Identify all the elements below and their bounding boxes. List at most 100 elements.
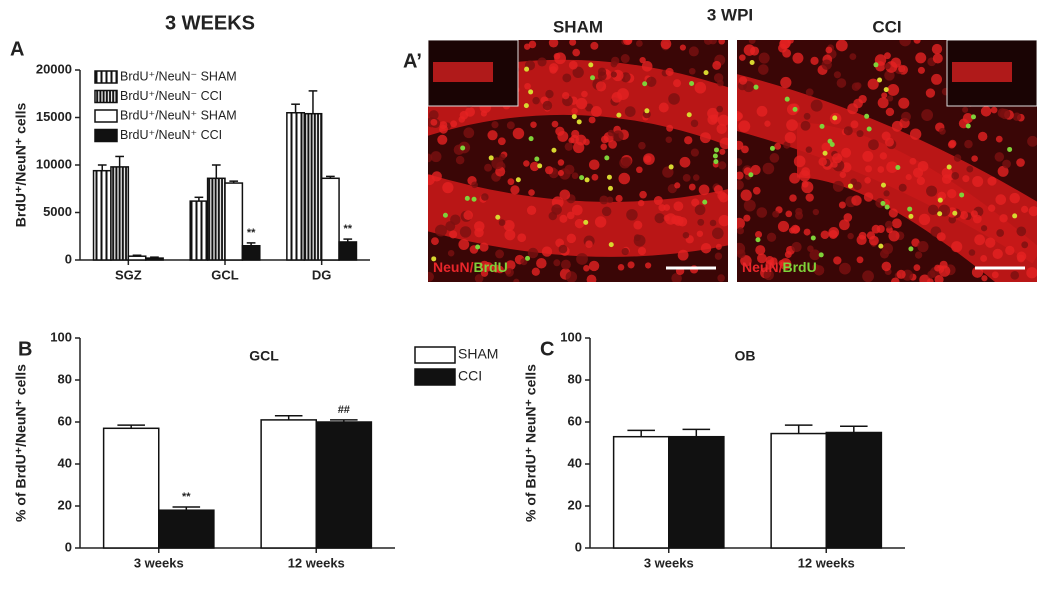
cell: [658, 102, 669, 113]
bar: [260, 419, 317, 549]
bar: [286, 112, 306, 261]
cell: [833, 71, 841, 79]
cell: [898, 183, 907, 192]
cell: [717, 114, 728, 127]
cell: [430, 151, 442, 163]
cell: [568, 60, 578, 70]
cell: [850, 120, 859, 129]
bar: [303, 112, 323, 261]
brdu-cell: [832, 115, 838, 121]
cell: [560, 259, 571, 270]
cell: [716, 123, 727, 135]
cell: [818, 157, 827, 167]
cell: [541, 246, 553, 257]
cell: [617, 88, 629, 101]
cell: [762, 162, 775, 175]
cell: [690, 148, 699, 157]
brdu-cell: [686, 112, 692, 118]
legend-label: BrdU⁺/NeuN⁺ SHAM: [120, 108, 237, 122]
brdu-cell: [431, 256, 437, 262]
brdu-cell: [753, 84, 759, 90]
cell: [980, 255, 988, 262]
legend-swatch: [94, 109, 118, 123]
cell: [626, 209, 638, 221]
cell: [581, 90, 588, 98]
brdu-cell: [946, 164, 952, 170]
cell: [712, 60, 722, 70]
cell: [856, 130, 864, 138]
cell: [542, 100, 553, 111]
brdu-cell: [907, 206, 913, 212]
cell: [1021, 205, 1029, 213]
error-bar: [97, 164, 107, 171]
cell: [1027, 135, 1037, 147]
error-bar: [330, 419, 358, 422]
brdu-cell: [880, 182, 886, 188]
cell: [714, 252, 723, 260]
bar: [241, 245, 261, 261]
cell: [885, 107, 895, 117]
cell: [966, 165, 974, 173]
cell: [980, 225, 988, 232]
brdu-cell: [895, 165, 901, 171]
cell: [748, 40, 756, 45]
cell: [523, 160, 530, 167]
brdu-cell: [864, 113, 870, 119]
cell: [572, 48, 581, 57]
cell: [934, 274, 944, 282]
cell: [909, 128, 922, 140]
cell: [549, 66, 558, 74]
cell: [715, 243, 722, 250]
brdu-cell: [713, 159, 719, 165]
cell: [497, 137, 506, 146]
cell: [737, 242, 746, 255]
cell: [805, 88, 814, 97]
legend-label: BrdU⁺/NeuN⁻ CCI: [120, 89, 222, 103]
x-tick-label: DG: [312, 267, 332, 282]
error-bar: [115, 155, 124, 167]
cell: [691, 198, 700, 207]
cell: [532, 96, 540, 105]
cell: [601, 206, 612, 217]
cell: [719, 137, 728, 150]
cell: [905, 174, 912, 181]
cell: [764, 120, 771, 127]
cell: [450, 120, 458, 128]
cell: [548, 211, 558, 221]
cell: [718, 40, 725, 45]
cell: [495, 249, 505, 259]
cell: [917, 241, 929, 253]
brdu-cell: [584, 177, 590, 183]
cell: [588, 260, 600, 272]
bar: [127, 255, 147, 261]
y-axis-label: % of BrdU⁺/NeuN⁺ cells: [13, 364, 29, 522]
cell: [559, 189, 571, 201]
cell: [622, 156, 632, 167]
cell: [777, 220, 790, 233]
cell: [828, 226, 840, 238]
cell: [566, 211, 575, 220]
chart-title: OB: [735, 348, 756, 364]
brdu-cell: [571, 114, 577, 120]
legend-swatch: [94, 128, 118, 143]
bar: [320, 177, 340, 261]
cell: [1002, 159, 1011, 169]
cell: [968, 249, 976, 256]
cell: [639, 56, 646, 64]
cell: [947, 188, 957, 199]
cell: [449, 230, 458, 239]
cell: [607, 129, 615, 137]
cell: [471, 181, 478, 189]
cell: [463, 127, 475, 139]
cell: [881, 92, 888, 99]
cell: [766, 232, 777, 242]
cell: [916, 176, 926, 186]
brdu-cell: [713, 147, 719, 153]
cell: [918, 213, 931, 226]
error-bar: [274, 414, 303, 420]
cell: [805, 193, 814, 202]
cell: [431, 237, 439, 246]
y-tick-label: 100: [560, 329, 582, 344]
brdu-cell: [755, 237, 761, 243]
cell: [884, 52, 891, 60]
